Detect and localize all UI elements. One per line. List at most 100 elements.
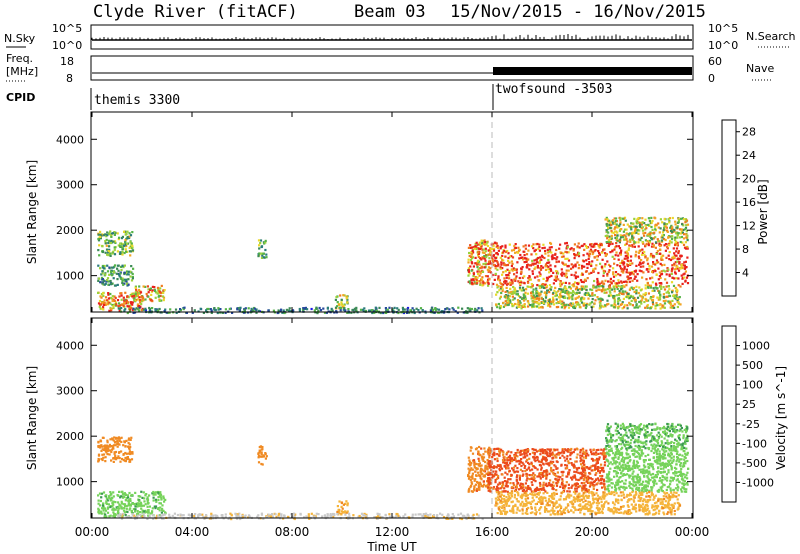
data-cell bbox=[567, 306, 571, 309]
data-cell bbox=[148, 306, 151, 310]
data-cell bbox=[516, 470, 520, 473]
data-cell bbox=[110, 282, 113, 285]
data-cell bbox=[679, 303, 682, 306]
data-cell bbox=[476, 471, 480, 474]
data-cell bbox=[533, 458, 536, 461]
data-cell bbox=[117, 443, 120, 446]
data-cell bbox=[161, 517, 164, 520]
data-cell bbox=[360, 512, 364, 515]
data-cell bbox=[541, 471, 544, 474]
data-cell bbox=[594, 459, 597, 462]
data-cell bbox=[467, 456, 470, 459]
data-cell bbox=[563, 263, 566, 266]
data-cell bbox=[621, 301, 624, 304]
data-cell bbox=[683, 272, 686, 275]
data-cell bbox=[654, 286, 657, 289]
data-cell bbox=[105, 502, 108, 505]
data-cell bbox=[533, 298, 536, 301]
data-cell bbox=[606, 272, 609, 276]
data-cell bbox=[660, 270, 663, 273]
data-cell bbox=[134, 510, 137, 513]
data-cell bbox=[129, 270, 132, 273]
data-cell bbox=[582, 304, 585, 307]
data-cell bbox=[590, 305, 593, 308]
data-cell bbox=[112, 240, 115, 243]
data-cell bbox=[684, 260, 687, 263]
data-cell bbox=[635, 292, 638, 295]
data-cell bbox=[542, 277, 545, 280]
data-cell bbox=[117, 264, 120, 267]
data-cell bbox=[123, 459, 127, 462]
data-cell bbox=[644, 256, 647, 259]
data-cell bbox=[128, 443, 131, 446]
data-cell bbox=[592, 448, 595, 451]
data-cell bbox=[507, 300, 510, 303]
data-cell bbox=[579, 451, 582, 454]
data-cell bbox=[616, 239, 619, 242]
data-cell bbox=[153, 505, 156, 508]
data-cell bbox=[503, 263, 506, 266]
data-cell bbox=[528, 478, 531, 481]
data-cell bbox=[514, 246, 517, 249]
data-cell bbox=[615, 284, 618, 287]
velocity-data-cells bbox=[97, 422, 690, 521]
data-cell bbox=[600, 467, 603, 470]
data-cell bbox=[570, 462, 573, 465]
data-cell bbox=[275, 515, 278, 519]
data-cell bbox=[501, 258, 504, 261]
data-cell bbox=[595, 453, 598, 456]
data-cell bbox=[571, 266, 575, 269]
data-cell bbox=[155, 291, 158, 294]
data-cell bbox=[100, 273, 103, 276]
data-cell bbox=[594, 473, 597, 476]
data-cell bbox=[565, 289, 568, 292]
data-cell bbox=[518, 248, 521, 251]
data-cell bbox=[645, 298, 648, 301]
data-cell bbox=[620, 228, 623, 231]
data-cell bbox=[503, 487, 506, 490]
data-cell bbox=[591, 260, 594, 263]
data-cell bbox=[533, 453, 536, 456]
data-cell bbox=[110, 450, 113, 454]
data-cell bbox=[611, 242, 614, 245]
data-cell bbox=[476, 480, 479, 484]
data-cell bbox=[142, 285, 145, 288]
data-cell bbox=[633, 217, 636, 220]
data-cell bbox=[492, 243, 495, 246]
data-cell bbox=[577, 255, 581, 258]
data-cell bbox=[141, 504, 144, 507]
data-cell bbox=[624, 243, 627, 246]
data-cell bbox=[101, 282, 104, 285]
data-cell bbox=[525, 450, 528, 453]
data-cell bbox=[640, 259, 643, 262]
data-cell bbox=[129, 234, 133, 237]
data-cell bbox=[597, 468, 600, 471]
data-cell bbox=[310, 512, 313, 515]
data-cell bbox=[561, 449, 564, 452]
data-cell bbox=[362, 310, 365, 313]
data-cell bbox=[471, 256, 475, 259]
data-cell bbox=[661, 304, 664, 307]
data-cell bbox=[217, 308, 220, 311]
data-cell bbox=[519, 272, 523, 275]
data-cell bbox=[590, 450, 593, 454]
data-cell bbox=[155, 491, 158, 494]
data-cell bbox=[210, 311, 213, 314]
data-cell bbox=[641, 229, 645, 232]
data-cell bbox=[642, 242, 645, 245]
data-cell bbox=[646, 282, 649, 285]
data-cell bbox=[504, 490, 507, 493]
data-cell bbox=[122, 459, 125, 462]
data-cell bbox=[525, 288, 528, 291]
data-cell bbox=[131, 244, 134, 247]
data-cell bbox=[411, 515, 414, 518]
data-cell bbox=[573, 448, 576, 451]
data-cell bbox=[623, 265, 626, 268]
data-cell bbox=[612, 275, 616, 278]
data-cell bbox=[516, 448, 519, 452]
data-cell bbox=[474, 470, 477, 473]
data-cell bbox=[347, 516, 350, 519]
data-cell bbox=[613, 217, 616, 220]
data-cell bbox=[618, 229, 621, 233]
data-cell bbox=[527, 485, 530, 488]
